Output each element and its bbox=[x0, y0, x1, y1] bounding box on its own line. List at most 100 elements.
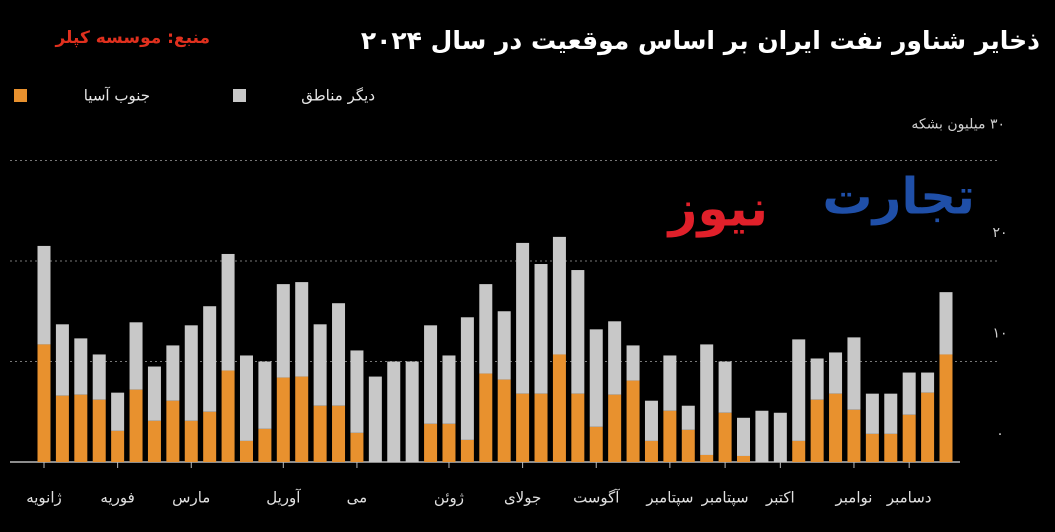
bar-segment bbox=[792, 440, 806, 462]
bar-segment bbox=[552, 354, 566, 462]
bar-segment bbox=[626, 380, 640, 462]
bar-segment bbox=[221, 253, 235, 371]
bar-segment bbox=[829, 393, 843, 462]
bar-segment bbox=[644, 440, 658, 462]
bar-segment bbox=[332, 405, 346, 462]
bar-segment bbox=[700, 454, 714, 462]
bar-segment bbox=[663, 355, 677, 411]
bar-segment bbox=[203, 306, 217, 412]
bar-segment bbox=[773, 412, 787, 462]
bar-segment bbox=[589, 426, 603, 462]
bar-segment bbox=[258, 428, 272, 462]
chart-title: ذخایر شناور نفت ایران بر اساس موقعیت در … bbox=[361, 26, 1040, 56]
bar-segment bbox=[74, 394, 88, 462]
bar-segment bbox=[166, 345, 180, 401]
bar-segment bbox=[571, 393, 585, 462]
bar-segment bbox=[534, 393, 548, 462]
bar-segment bbox=[460, 317, 474, 440]
x-tick-label: مارس bbox=[172, 489, 210, 507]
bar-segment bbox=[939, 292, 953, 355]
bar-segment bbox=[387, 361, 401, 462]
legend-swatch bbox=[233, 89, 246, 102]
x-tick-label: سپتامبر bbox=[645, 489, 693, 508]
bar-segment bbox=[368, 376, 382, 462]
bar-segment bbox=[608, 394, 622, 462]
x-tick-label: سپتامبر bbox=[701, 489, 749, 508]
bar-segment bbox=[313, 405, 327, 462]
bar-segment bbox=[442, 423, 456, 462]
bar-segment bbox=[534, 264, 548, 394]
bar-segment bbox=[129, 322, 143, 390]
bar-segment bbox=[571, 270, 585, 394]
bar-segment bbox=[55, 324, 69, 396]
bar-segment bbox=[497, 379, 511, 462]
bar-segment bbox=[239, 440, 253, 462]
bar-segment bbox=[424, 325, 438, 424]
x-tick-label: آوریل bbox=[266, 489, 301, 507]
bar-segment bbox=[111, 430, 125, 462]
bar-segment bbox=[589, 329, 603, 427]
source: منبع: موسسه کپلر bbox=[54, 28, 210, 48]
bar-segment bbox=[497, 311, 511, 380]
legend-label: دیگر مناطق bbox=[301, 87, 375, 105]
bar-segment bbox=[350, 350, 364, 433]
bar-segment bbox=[424, 423, 438, 462]
bar-segment bbox=[865, 393, 879, 434]
bar-segment bbox=[516, 393, 530, 462]
bar-segment bbox=[479, 284, 493, 374]
legend-swatch bbox=[14, 89, 27, 102]
watermark: تجارت bbox=[822, 168, 975, 226]
bar-segment bbox=[405, 361, 419, 462]
bar-segment bbox=[884, 393, 898, 434]
bar-segment bbox=[295, 376, 309, 462]
bar-segment bbox=[552, 236, 566, 355]
bar-segment bbox=[737, 455, 751, 462]
x-tick-label: اکتبر bbox=[765, 489, 795, 507]
bar-segment bbox=[902, 372, 916, 415]
bar-segment bbox=[792, 339, 806, 441]
bar-segment bbox=[111, 392, 125, 431]
x-tick-label: ژوئن bbox=[434, 489, 464, 507]
y-tick-label: ۰ bbox=[996, 426, 1004, 442]
bar-segment bbox=[755, 410, 769, 462]
bar-segment bbox=[184, 420, 198, 462]
bar-segment bbox=[681, 405, 695, 430]
watermark: نیوز bbox=[666, 180, 768, 239]
bar-segment bbox=[737, 417, 751, 456]
y-tick-label: ۱۰ bbox=[992, 326, 1007, 342]
bar-segment bbox=[810, 399, 824, 462]
bar-segment bbox=[865, 433, 879, 462]
x-tick-label: فوریه bbox=[100, 489, 134, 507]
bar-segment bbox=[460, 439, 474, 462]
bar-segment bbox=[644, 400, 658, 441]
bar-segment bbox=[258, 361, 272, 429]
bar-segment bbox=[239, 355, 253, 441]
bar-segment bbox=[184, 325, 198, 421]
bar-segment bbox=[332, 303, 346, 406]
bar-segment bbox=[810, 358, 824, 400]
bar-segment bbox=[92, 399, 106, 462]
x-tick-label: ژانویه bbox=[26, 489, 62, 507]
bar-segment bbox=[203, 411, 217, 462]
bar-segment bbox=[350, 432, 364, 462]
bar-segment bbox=[147, 420, 161, 462]
y-tick-label: ۲۰ bbox=[992, 225, 1007, 241]
bar-segment bbox=[608, 321, 622, 395]
x-tick-label: نوامبر bbox=[834, 489, 872, 507]
bar-segment bbox=[37, 344, 51, 462]
x-tick-label: می bbox=[347, 489, 368, 507]
bar-segment bbox=[147, 366, 161, 421]
bar-segment bbox=[129, 389, 143, 462]
bar-segment bbox=[847, 337, 861, 410]
bar-segment bbox=[55, 395, 69, 462]
bar-segment bbox=[295, 282, 309, 377]
bar-segment bbox=[939, 354, 953, 462]
bar-segment bbox=[847, 409, 861, 462]
bar-segment bbox=[884, 433, 898, 462]
bar-segment bbox=[700, 344, 714, 455]
x-tick-label: دسامبر bbox=[886, 489, 932, 507]
bar-segment bbox=[902, 414, 916, 462]
bar-segment bbox=[276, 284, 290, 378]
x-tick-label: آگوست bbox=[573, 489, 620, 507]
